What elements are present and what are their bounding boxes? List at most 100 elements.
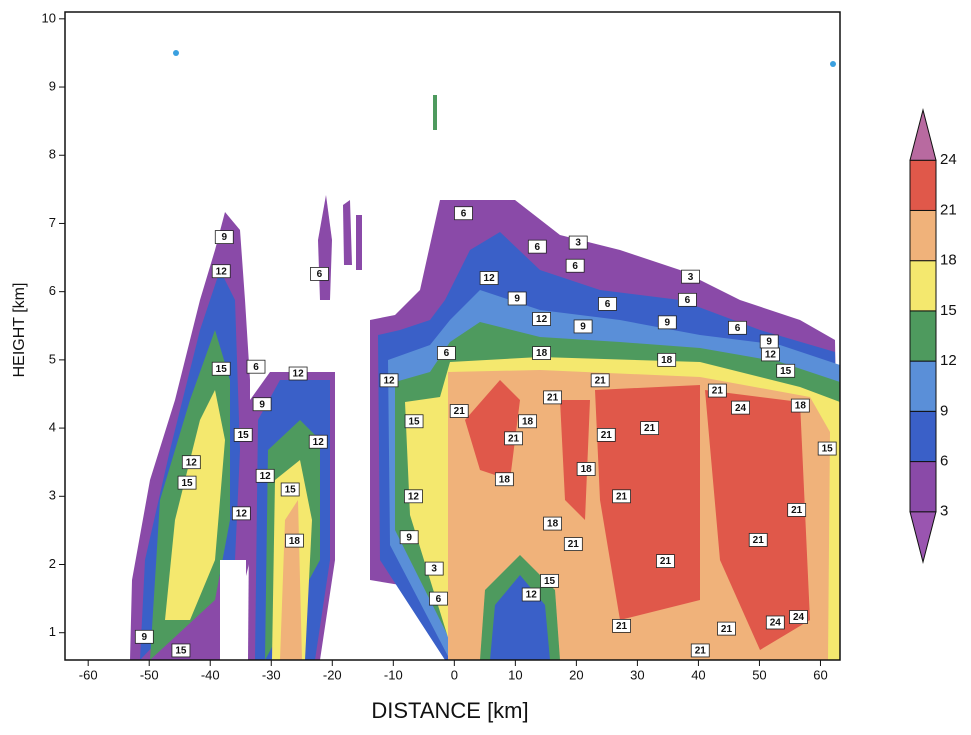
contour-label: 12 — [260, 471, 272, 482]
contour-label: 24 — [770, 618, 782, 629]
x-tick-label: 50 — [752, 667, 766, 682]
contour-label: 12 — [293, 369, 305, 380]
contour-label-box — [543, 390, 562, 405]
contour-label: 9 — [221, 232, 227, 243]
contour-label-box — [640, 421, 660, 435]
contour-label: 12 — [526, 590, 538, 601]
contour-label: 12 — [484, 273, 496, 284]
contour-label: 3 — [575, 238, 581, 249]
field-region — [356, 215, 362, 270]
contour-label: 9 — [406, 532, 412, 543]
contour-label-box — [399, 530, 419, 545]
x-tick-label: 10 — [508, 667, 522, 682]
contour-label-box — [598, 297, 617, 311]
contour-label: 15 — [216, 364, 228, 375]
contour-label: 12 — [216, 266, 228, 277]
contour-label-box — [288, 366, 308, 381]
reflectivity-field — [130, 50, 840, 660]
contour-label: 6 — [253, 362, 259, 373]
contour-label: 15 — [181, 478, 193, 489]
y-tick-label: 7 — [49, 215, 56, 230]
contour-label-box — [678, 292, 697, 307]
field-region — [343, 200, 352, 265]
contour-label-box — [656, 554, 675, 568]
contour-label-box — [518, 414, 537, 429]
contour-label-box — [612, 618, 631, 633]
contour-label-box — [181, 455, 201, 470]
contour-label-box — [214, 230, 234, 244]
colorbar-tick-label: 15 — [940, 302, 957, 319]
contour-label: 9 — [259, 399, 265, 410]
x-tick-label: 30 — [630, 667, 644, 682]
contour-label-box — [789, 610, 808, 624]
contour-label: 6 — [605, 299, 611, 310]
x-tick-label: -60 — [79, 667, 98, 682]
contour-label-box — [728, 320, 747, 335]
x-tick-label: -20 — [323, 667, 342, 682]
contour-label: 21 — [660, 556, 672, 567]
contour-label: 12 — [313, 437, 325, 448]
contour-label: 6 — [317, 269, 323, 280]
field-gap — [220, 560, 246, 660]
contour-label-box — [454, 206, 473, 221]
x-tick-label: 20 — [569, 667, 583, 682]
contour-label-box — [134, 629, 154, 644]
contour-label-box — [717, 621, 736, 636]
contour-label-box — [404, 414, 424, 429]
contour-label-box — [532, 312, 551, 326]
contour-label: 9 — [766, 337, 772, 348]
contour-label-box — [404, 489, 423, 504]
contour-label: 6 — [444, 348, 450, 359]
echo-speck — [173, 50, 179, 56]
colorbar-end — [909, 108, 937, 161]
contour-label: 15 — [238, 430, 250, 441]
contour-label-box — [429, 591, 448, 606]
contour-label-box — [540, 573, 559, 588]
contour-label-box — [280, 482, 300, 497]
contour-label-box — [171, 643, 191, 658]
contour-label-box — [424, 561, 444, 576]
contour-label-box — [255, 468, 275, 483]
contour-label: 21 — [547, 393, 559, 404]
contour-label: 9 — [142, 632, 148, 643]
contour-label-box — [507, 291, 527, 306]
plot-frame — [64, 11, 841, 661]
x-tick-label: -10 — [384, 667, 403, 682]
field-region — [465, 380, 520, 480]
contour-label-box — [494, 472, 514, 487]
contour-label: 18 — [499, 474, 511, 485]
colorbar-segment — [909, 310, 937, 362]
contour-label-box — [563, 537, 583, 551]
colorbar-segment — [909, 360, 937, 412]
contour-label-box — [612, 489, 631, 504]
contour-label: 12 — [408, 491, 420, 502]
contour-label: 21 — [644, 423, 656, 434]
echo-speck — [830, 61, 836, 67]
contour-label: 12 — [536, 314, 548, 325]
contour-label: 15 — [285, 485, 297, 496]
contour-label-box — [573, 319, 593, 334]
y-tick-label: 3 — [49, 488, 56, 503]
contour-label: 18 — [289, 536, 301, 547]
contour-label: 18 — [536, 348, 548, 359]
contour-label-box — [759, 334, 779, 349]
contour-label: 21 — [721, 624, 733, 635]
contour-label-box — [596, 428, 616, 442]
contour-label: 18 — [547, 519, 559, 530]
colorbar-segment — [909, 410, 937, 463]
contour-label: 6 — [572, 261, 578, 272]
contour-label-box — [521, 587, 541, 602]
x-tick-label: 40 — [691, 667, 705, 682]
contour-label: 6 — [685, 295, 691, 306]
contour-label-box — [449, 404, 469, 418]
contour-label: 21 — [601, 430, 613, 441]
contour-label-box — [211, 264, 231, 279]
contour-label-box — [436, 346, 456, 360]
contour-label-box — [233, 428, 253, 442]
contour-label-box — [776, 363, 796, 378]
y-axis-label: HEIGHT [km] — [11, 283, 28, 378]
contour-label: 12 — [186, 457, 198, 468]
contour-label-box — [817, 441, 837, 456]
contour-label-box — [504, 431, 523, 446]
